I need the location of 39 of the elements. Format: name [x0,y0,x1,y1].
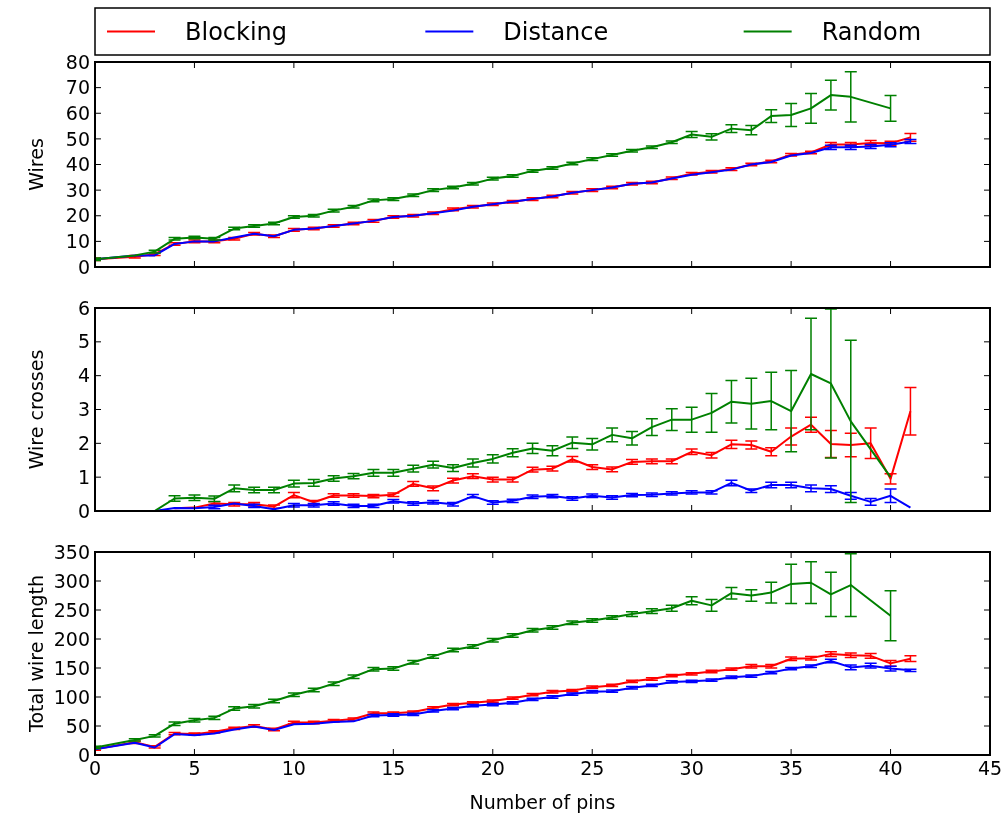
x-tick-label: 5 [188,757,201,779]
y-axis-title: Wires [25,138,47,191]
x-tick-label: 30 [679,757,704,779]
y-tick-label: 350 [53,540,90,563]
y-tick-label: 300 [53,569,90,592]
y-tick-label: 50 [65,127,90,150]
x-tick-label: 45 [977,757,1003,779]
x-tick-label: 15 [381,757,406,779]
y-tick-label: 0 [77,499,90,522]
y-tick-label: 3 [77,398,90,421]
y-tick-label: 4 [77,364,90,387]
y-tick-label: 200 [53,627,90,650]
x-tick-label: 35 [779,757,804,779]
y-axis-title: Total wire length [25,575,47,733]
y-tick-label: 40 [65,153,90,176]
legend-label: Distance [503,17,609,46]
y-tick-label: 60 [65,101,90,124]
y-tick-label: 150 [53,656,90,679]
y-tick-label: 6 [77,296,90,319]
y-tick-label: 80 [65,50,90,73]
y-tick-label: 100 [53,685,90,708]
x-tick-label: 25 [580,757,605,779]
y-tick-label: 30 [65,178,90,201]
y-tick-label: 250 [53,598,90,621]
y-tick-label: 10 [65,230,90,253]
x-tick-label: 20 [480,757,505,779]
y-tick-label: 0 [77,255,90,278]
y-tick-label: 5 [77,330,90,353]
y-tick-label: 70 [65,76,90,99]
legend-label: Blocking [185,17,288,46]
y-axis-title: Wire crosses [25,349,47,470]
y-tick-label: 1 [77,465,90,488]
y-tick-label: 20 [65,204,90,227]
x-tick-label: 40 [878,757,903,779]
x-axis-title: Number of pins [469,791,616,813]
y-tick-label: 2 [77,431,90,454]
y-tick-label: 50 [65,714,90,737]
x-tick-label: 10 [281,757,306,779]
legend-label: Random [821,17,922,46]
